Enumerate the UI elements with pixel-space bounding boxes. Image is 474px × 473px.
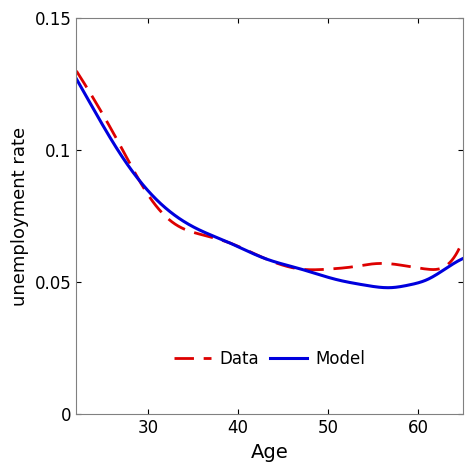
Model [142, 184, 147, 190]
Model [332, 276, 337, 282]
Y-axis label: unemployment rate: unemployment rate [11, 127, 29, 306]
Data [310, 267, 315, 272]
Model [460, 256, 466, 262]
Model [248, 250, 254, 255]
Model [173, 213, 179, 219]
Line: Model: Model [76, 79, 463, 288]
Data [73, 68, 79, 74]
Line: Data: Data [76, 71, 463, 270]
Model [73, 76, 79, 82]
Data [248, 249, 254, 255]
X-axis label: Age: Age [251, 443, 289, 462]
Data [301, 267, 307, 272]
Data [365, 262, 371, 267]
Data [142, 187, 147, 193]
Model [385, 285, 391, 290]
Data [332, 266, 338, 272]
Data [460, 237, 466, 243]
Legend: Data, Model: Data, Model [167, 343, 372, 375]
Model [301, 267, 307, 273]
Data [173, 222, 179, 228]
Model [365, 283, 370, 289]
